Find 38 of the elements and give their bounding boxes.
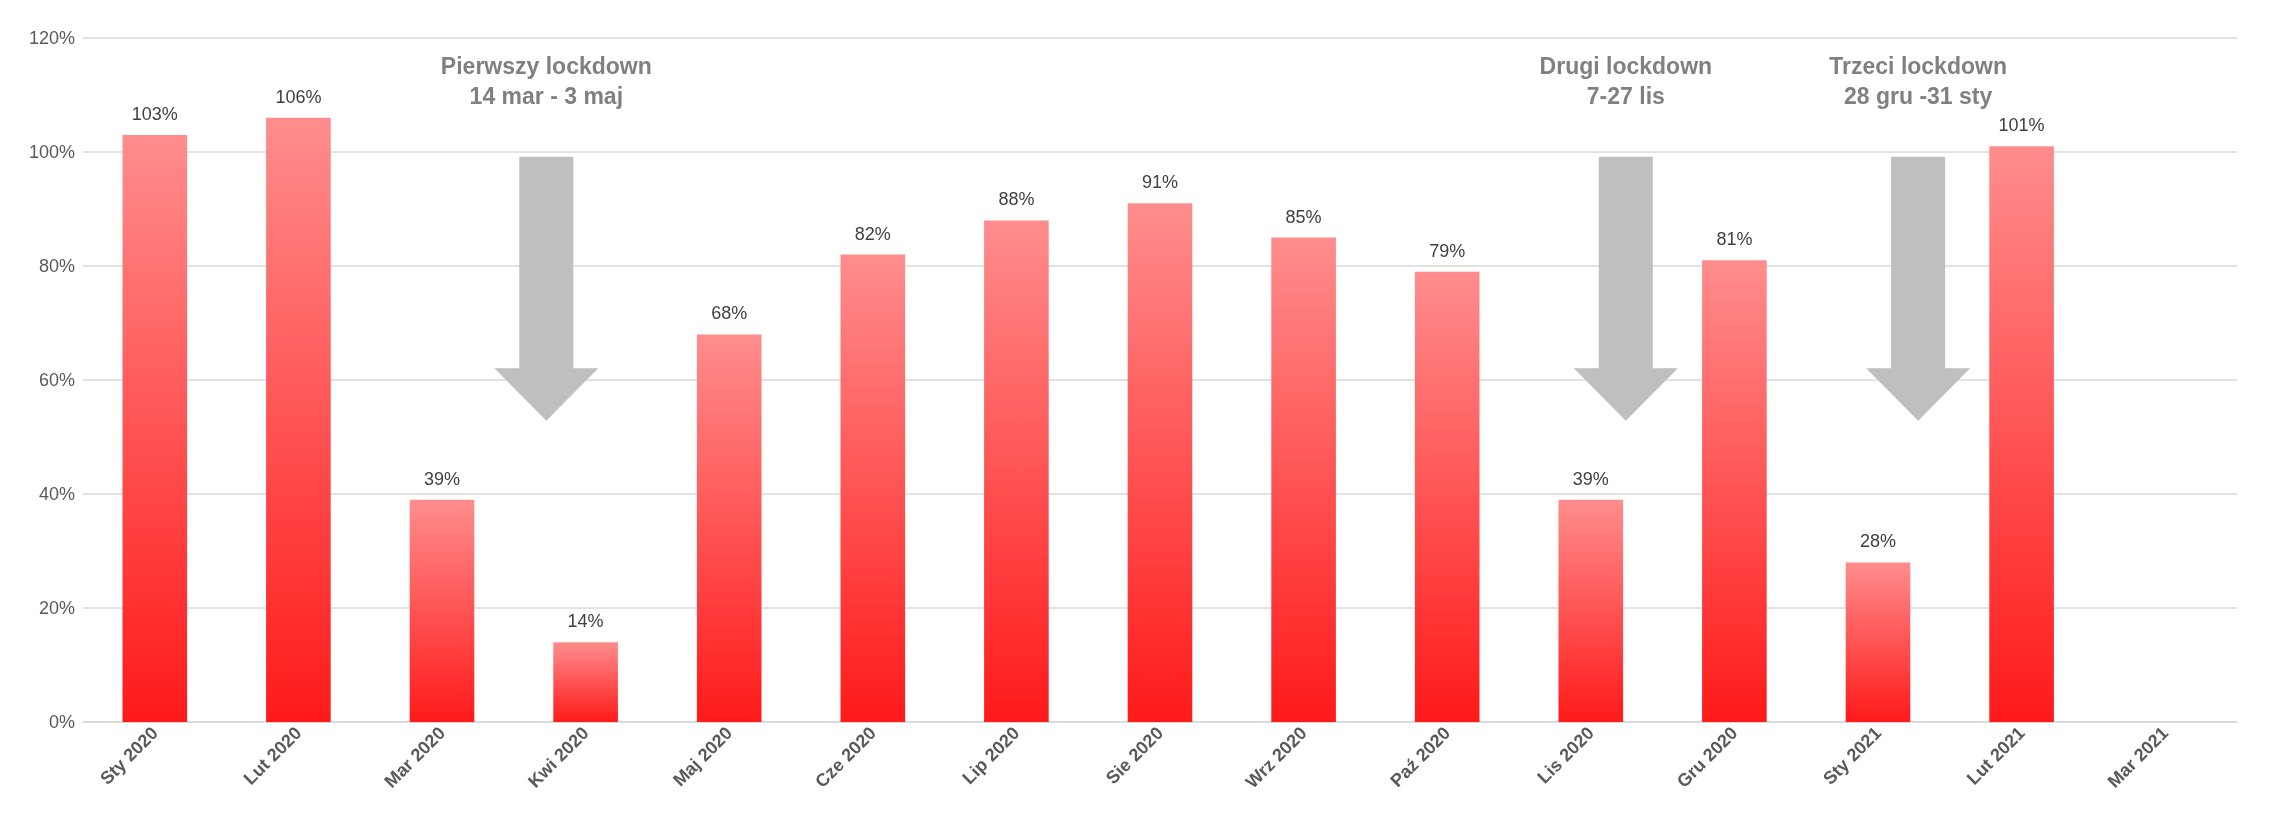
data-label: 85%: [1285, 206, 1322, 227]
data-label: 39%: [423, 468, 461, 489]
annotation: Pierwszy lockdown 14 mar - 3 maj: [440, 52, 652, 109]
bar: [1127, 203, 1193, 722]
data-label: 106%: [275, 86, 322, 107]
data-label: 28%: [1859, 531, 1897, 552]
data-label: 103%: [131, 103, 178, 124]
bar: [1845, 562, 1911, 722]
data-label: 14%: [567, 611, 604, 632]
bar: [840, 254, 906, 722]
data-label: 39%: [1572, 468, 1609, 489]
data-label: 88%: [998, 189, 1035, 210]
bar: [122, 134, 188, 722]
bar: [1414, 271, 1480, 722]
annotation: Trzeci lockdown 28 gru -31 sty: [1829, 52, 2007, 109]
y-tick-label: 40%: [38, 484, 75, 504]
y-tick-label: 60%: [38, 370, 75, 390]
bar: [984, 220, 1049, 722]
bar: [1702, 260, 1767, 722]
y-tick-label: 0%: [48, 712, 75, 732]
y-tick-label: 100%: [28, 142, 75, 162]
annotation: Drugi lockdown 7-27 lis: [1539, 52, 1713, 109]
y-tick-label: 80%: [38, 256, 75, 276]
data-label: 68%: [711, 303, 748, 324]
data-label: 81%: [1716, 229, 1753, 250]
bar: [409, 499, 475, 722]
bar: [1271, 237, 1336, 722]
data-label: 101%: [1998, 115, 2045, 136]
data-label: 91%: [1141, 172, 1179, 193]
y-tick-label: 20%: [38, 598, 75, 618]
data-label: 79%: [1429, 240, 1466, 261]
bar: [1989, 146, 2054, 722]
data-label: 82%: [854, 223, 891, 244]
bar: [1558, 499, 1624, 722]
bar: [266, 117, 331, 722]
y-tick-label: 120%: [28, 28, 75, 48]
bar: [696, 334, 762, 722]
bar: [553, 642, 618, 722]
